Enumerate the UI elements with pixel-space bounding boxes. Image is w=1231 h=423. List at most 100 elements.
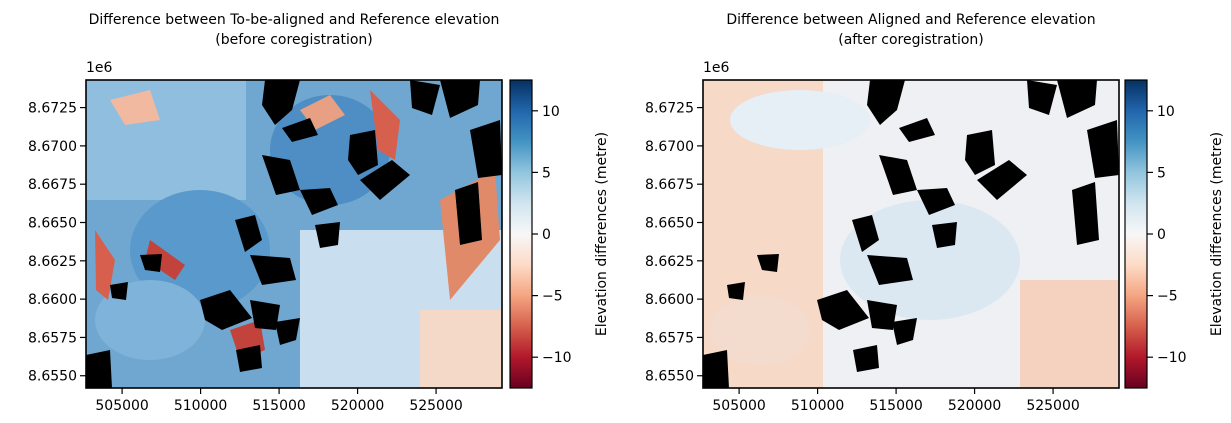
x-tick-label: 520000 — [331, 398, 384, 414]
no-data-region — [300, 188, 338, 215]
heatmap-image — [86, 80, 502, 388]
no-data-region — [703, 350, 729, 388]
no-data-region — [879, 155, 917, 195]
no-data-region — [275, 318, 300, 345]
colorbar-tick-label: −10 — [542, 350, 572, 366]
colorbar-gradient — [1124, 79, 1148, 389]
y-tick-label: 8.6600 — [28, 292, 77, 308]
no-data-region — [977, 160, 1027, 200]
no-data-region — [360, 160, 410, 200]
no-data-region — [932, 222, 957, 248]
heatmap-patch — [95, 280, 205, 360]
no-data-region — [110, 282, 128, 300]
x-tick-label: 525000 — [409, 398, 462, 414]
colorbar-tick-label: 0 — [542, 227, 551, 243]
no-data-region — [410, 80, 440, 115]
y-tick-label: 8.6725 — [28, 101, 77, 117]
panel-title-line2: (after coregistration) — [838, 32, 984, 48]
axes-frame — [702, 79, 1120, 389]
y-tick-label: 8.6625 — [28, 254, 77, 270]
y-offset-label: 1e6 — [86, 60, 113, 76]
no-data-region — [235, 215, 262, 252]
heatmap-patch — [840, 200, 1020, 320]
heatmap-patch — [370, 90, 400, 160]
panel-title-line2: (before coregistration) — [215, 32, 372, 48]
no-data-region — [440, 80, 480, 118]
x-tick-label: 515000 — [869, 398, 922, 414]
x-tick-label: 525000 — [1026, 398, 1079, 414]
colorbar-gradient — [509, 79, 533, 389]
no-data-region — [250, 255, 296, 285]
colorbar-label: Elevation differences (metre) — [1209, 132, 1225, 336]
colorbar-tick-label: 10 — [542, 104, 560, 120]
y-tick-label: 8.6600 — [645, 292, 694, 308]
y-tick-label: 8.6700 — [645, 139, 694, 155]
panel-before: Difference between To-be-aligned and Ref… — [28, 12, 610, 414]
x-tick-label: 510000 — [791, 398, 844, 414]
no-data-region — [1087, 120, 1119, 178]
panel-after: Difference between Aligned and Reference… — [645, 12, 1225, 414]
heatmap-patch — [145, 240, 185, 280]
axes-ticks: 505000 510000 515000 520000 525000 8.6725 8.67… — [28, 101, 463, 414]
colorbar-tick-label: 0 — [1157, 227, 1166, 243]
y-tick-label: 8.6550 — [645, 369, 694, 385]
axes-ticks: 505000 510000 515000 520000 525000 8.6725 8.67… — [645, 101, 1080, 414]
y-tick-label: 8.6550 — [28, 369, 77, 385]
colorbar-ticks: 10 5 0 −5 −10 — [1147, 104, 1187, 366]
no-data-region — [200, 290, 252, 330]
no-data-region — [282, 118, 318, 142]
no-data-region — [1072, 182, 1099, 245]
no-data-region — [727, 282, 745, 300]
colorbar-tick-label: −5 — [542, 289, 563, 305]
no-data-region — [965, 130, 995, 175]
no-data-region — [867, 300, 897, 330]
no-data-region — [236, 345, 262, 372]
no-data-region — [262, 155, 300, 195]
panel-title-line1: Difference between Aligned and Reference… — [726, 12, 1095, 28]
axes-frame — [85, 79, 503, 389]
colorbar-tick-label: −5 — [1157, 289, 1178, 305]
no-data-region — [262, 80, 300, 125]
x-tick-label: 505000 — [712, 398, 765, 414]
no-data-region — [455, 182, 482, 245]
colorbar-ticks: 10 5 0 −5 −10 — [532, 104, 572, 366]
y-tick-label: 8.6575 — [28, 330, 77, 346]
y-tick-label: 8.6675 — [28, 177, 77, 193]
heatmap-patch — [86, 80, 246, 200]
no-data-region — [853, 345, 879, 372]
no-data-region — [86, 350, 112, 388]
y-tick-label: 8.6650 — [645, 216, 694, 232]
colorbar-tick-label: 5 — [1157, 165, 1166, 181]
no-data-region — [348, 130, 378, 175]
x-tick-label: 520000 — [948, 398, 1001, 414]
y-tick-label: 8.6575 — [645, 330, 694, 346]
x-tick-label: 510000 — [174, 398, 227, 414]
colorbar-label: Elevation differences (metre) — [594, 132, 610, 336]
no-data-region — [315, 222, 340, 248]
no-data-region — [250, 300, 280, 330]
colorbar-tick-label: 5 — [542, 165, 551, 181]
heatmap-image — [703, 80, 1119, 388]
no-data-region — [892, 318, 917, 345]
no-data-region — [757, 254, 779, 272]
no-data-region — [852, 215, 879, 252]
no-data-region — [867, 80, 905, 125]
no-data-region — [140, 254, 162, 272]
y-tick-label: 8.6700 — [28, 139, 77, 155]
heatmap-patch — [110, 90, 160, 125]
y-tick-label: 8.6625 — [645, 254, 694, 270]
y-tick-label: 8.6650 — [28, 216, 77, 232]
no-data-region — [817, 290, 869, 330]
no-data-region — [1057, 80, 1097, 118]
no-data-region — [899, 118, 935, 142]
no-data-region — [867, 255, 913, 285]
heatmap-patch — [1020, 280, 1119, 388]
colorbar: 10 5 0 −5 −10 Elevation differences (metre) — [509, 79, 610, 389]
x-tick-label: 505000 — [95, 398, 148, 414]
no-data-region — [1027, 80, 1057, 115]
heatmap-patch — [710, 295, 810, 365]
colorbar-tick-label: 10 — [1157, 104, 1175, 120]
heatmap-patch — [420, 310, 502, 388]
heatmap-patch — [95, 230, 115, 300]
